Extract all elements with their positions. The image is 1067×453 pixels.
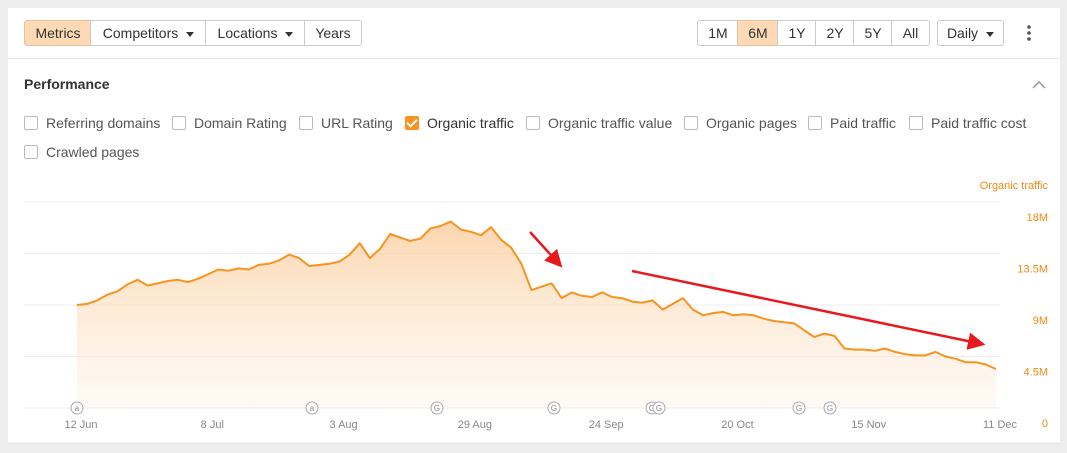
caret (285, 31, 294, 37)
x-tick-label: 12 Jun (64, 419, 97, 431)
annotation-marker (652, 401, 666, 415)
tab-dropdown[interactable]: Locations (205, 20, 306, 46)
annotation-label: G (434, 404, 440, 413)
metric-label: URL Rating (321, 115, 393, 131)
x-tick-label: 11 Dec (983, 419, 1018, 431)
metric-checkbox[interactable]: Referring domains (24, 114, 160, 132)
range-button[interactable]: 6M (737, 20, 779, 46)
range-button[interactable]: 1Y (777, 20, 817, 46)
x-tick-label: 29 Aug (458, 419, 492, 431)
annotation-marker (792, 401, 806, 415)
metric-checkbox[interactable]: Paid traffic (808, 114, 896, 132)
x-tick-label: 3 Aug (330, 419, 358, 431)
annotation-label: G (796, 404, 802, 413)
metric-checkbox[interactable]: Organic pages (684, 114, 797, 132)
y-tick-label: 4.5M (1024, 367, 1048, 379)
tab-label: Competitors (102, 25, 179, 41)
metric-checkbox[interactable]: Organic traffic (405, 114, 514, 132)
checkbox (299, 116, 313, 130)
metric-checkbox[interactable]: Crawled pages (24, 143, 139, 161)
checkbox (526, 116, 540, 130)
x-tick-label: 15 Nov (851, 419, 886, 431)
section-title: Performance (24, 76, 110, 92)
annotation-marker (823, 401, 837, 415)
tab-label: Locations (217, 25, 278, 41)
checkbox (909, 116, 923, 130)
checkbox (684, 116, 698, 130)
series-label: Organic traffic (980, 180, 1049, 192)
y-tick-label: 13.5M (1017, 264, 1048, 276)
metric-label: Domain Rating (194, 115, 287, 131)
metric-checkbox[interactable]: Paid traffic cost (909, 114, 1026, 132)
metric-label: Referring domains (46, 115, 161, 131)
metric-label: Paid traffic (830, 115, 896, 131)
x-tick-label: 20 Oct (721, 419, 753, 431)
line (76, 220, 997, 371)
checkbox (172, 116, 186, 130)
collapse-chevron[interactable] (1032, 80, 1046, 89)
divider (8, 58, 1060, 59)
annotation-label: G (827, 404, 833, 413)
checkbox (808, 116, 822, 130)
annotation-marker (547, 401, 561, 415)
x-tick-label: 8 Jul (201, 419, 224, 431)
metric-label: Organic pages (706, 115, 798, 131)
x-tick-label: 24 Sep (589, 419, 624, 431)
annotation-label: G (551, 404, 557, 413)
annotation-label: G (656, 404, 662, 413)
metric-label: Crawled pages (46, 144, 140, 160)
caret (186, 31, 195, 37)
checkbox (405, 116, 419, 130)
range-button[interactable]: 2Y (815, 20, 855, 46)
metric-checkbox[interactable]: Domain Rating (172, 114, 287, 132)
annotation-label: a (75, 404, 80, 413)
metric-label: Paid traffic cost (931, 115, 1027, 131)
range-button[interactable]: 5Y (853, 20, 893, 46)
y-tick-label: 18M (1027, 212, 1048, 224)
annotation-marker (305, 401, 319, 415)
tab[interactable]: Metrics (24, 20, 92, 46)
metric-checkbox[interactable]: URL Rating (299, 114, 393, 132)
annotation-label: G (649, 404, 655, 413)
checkbox (24, 116, 38, 130)
interval-label: Daily (946, 25, 979, 41)
area-fill (77, 221, 996, 408)
interval-dropdown[interactable]: Daily (937, 20, 1004, 46)
metric-label: Organic traffic value (548, 115, 673, 131)
annotation-label: a (310, 404, 315, 413)
range-button[interactable]: All (891, 20, 930, 46)
metric-checkbox[interactable]: Organic traffic value (526, 114, 672, 132)
range-button[interactable]: 1M (697, 20, 739, 46)
checkbox (24, 145, 38, 159)
annotation-marker (70, 401, 84, 415)
red-arrow (631, 269, 986, 350)
y-tick-label: 0 (1042, 418, 1048, 430)
red-arrow (529, 231, 563, 268)
caret (986, 31, 995, 37)
more-menu[interactable] (1027, 25, 1031, 41)
y-tick-label: 9M (1033, 315, 1048, 327)
tab[interactable]: Years (304, 20, 362, 46)
metric-label: Organic traffic (427, 115, 514, 131)
annotation-marker (430, 401, 444, 415)
